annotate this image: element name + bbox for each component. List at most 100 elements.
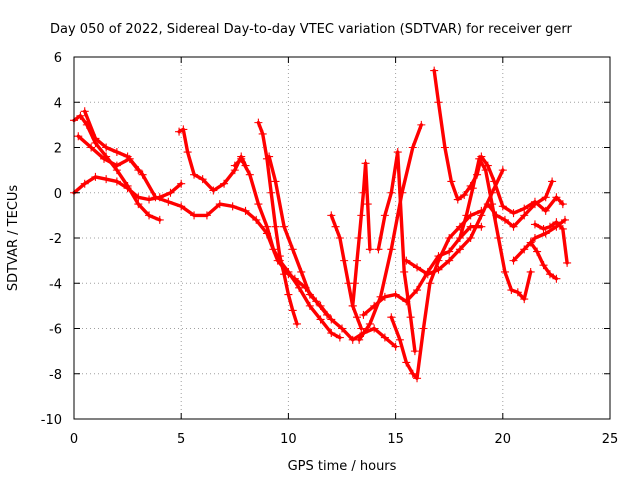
data-point xyxy=(215,200,224,209)
series-line-s4 xyxy=(82,109,141,172)
data-point xyxy=(530,234,539,242)
data-point xyxy=(220,179,229,188)
data-point xyxy=(331,222,340,231)
data-point xyxy=(400,267,409,276)
data-point xyxy=(335,333,344,342)
x-tick-label: 25 xyxy=(602,432,619,447)
data-point xyxy=(145,195,154,204)
data-point xyxy=(295,283,304,292)
data-point xyxy=(183,148,192,157)
data-point xyxy=(558,200,567,209)
data-point xyxy=(134,166,143,175)
data-point xyxy=(370,324,379,333)
series-line-s8 xyxy=(267,154,398,349)
series-line-s20 xyxy=(529,240,559,281)
data-point xyxy=(526,238,535,247)
data-point xyxy=(402,358,411,367)
data-point xyxy=(271,222,280,231)
data-point xyxy=(166,188,175,197)
data-point xyxy=(408,143,417,152)
data-point xyxy=(87,143,96,152)
data-point xyxy=(155,215,164,224)
data-point xyxy=(533,247,542,256)
data-point xyxy=(445,234,454,242)
data-point xyxy=(123,152,132,161)
series-line-s17 xyxy=(458,157,533,301)
data-point xyxy=(288,245,297,254)
data-point xyxy=(284,290,293,299)
data-point xyxy=(425,279,434,288)
data-point xyxy=(455,245,464,254)
chart-title: Day 050 of 2022, Sidereal Day-to-day VTE… xyxy=(50,22,572,37)
data-point xyxy=(552,193,561,202)
data-point xyxy=(350,279,359,288)
data-point xyxy=(477,211,486,220)
data-point xyxy=(112,177,121,186)
y-tick-label: -4 xyxy=(49,277,62,292)
data-point xyxy=(530,220,539,229)
data-point xyxy=(460,191,469,200)
data-point xyxy=(357,211,366,220)
data-point xyxy=(498,202,507,211)
data-point xyxy=(563,258,572,267)
data-point xyxy=(413,263,422,272)
data-point xyxy=(545,222,554,231)
data-point xyxy=(138,170,147,179)
data-point xyxy=(430,66,439,75)
data-point xyxy=(434,256,443,265)
data-point xyxy=(380,211,389,220)
data-point xyxy=(327,211,336,220)
data-point xyxy=(391,342,400,351)
data-point xyxy=(76,111,85,120)
series-line-s5 xyxy=(177,127,248,193)
data-point xyxy=(91,172,100,181)
y-axis-label: SDTVAR / TECUs xyxy=(6,185,21,292)
data-point xyxy=(434,265,443,274)
data-point xyxy=(490,177,499,186)
y-tick-label: 2 xyxy=(54,142,62,157)
data-point xyxy=(541,193,550,202)
data-point xyxy=(468,184,477,193)
data-point xyxy=(359,188,368,197)
data-point xyxy=(91,134,100,143)
data-point xyxy=(520,204,529,213)
y-axis-ticks: 6 4 2 0 -2 -4 -6 -8 -10 xyxy=(41,51,610,428)
data-point xyxy=(348,301,357,310)
data-point xyxy=(365,319,374,328)
data-point xyxy=(560,215,569,224)
data-point xyxy=(80,179,89,188)
data-point xyxy=(500,215,509,224)
data-point xyxy=(327,329,336,338)
data-point xyxy=(316,315,325,324)
x-tick-label: 10 xyxy=(280,432,297,447)
data-point xyxy=(275,252,284,261)
data-point xyxy=(305,290,314,299)
data-point xyxy=(316,301,325,310)
x-tick-label: 20 xyxy=(495,432,512,447)
data-point xyxy=(292,319,301,328)
data-point xyxy=(305,301,314,310)
data-point xyxy=(445,247,454,256)
data-point xyxy=(509,209,518,218)
data-point xyxy=(466,234,475,242)
data-point xyxy=(245,170,254,179)
data-point xyxy=(520,295,529,304)
x-axis-label: GPS time / hours xyxy=(288,459,397,474)
data-point xyxy=(387,245,396,254)
data-point xyxy=(453,195,462,204)
data-point xyxy=(447,177,456,186)
data-point xyxy=(481,166,490,175)
data-point xyxy=(198,175,207,184)
x-tick-label: 5 xyxy=(177,432,185,447)
data-point xyxy=(475,154,484,163)
data-point xyxy=(202,211,211,220)
data-point xyxy=(520,211,529,220)
data-point xyxy=(254,118,263,127)
data-point xyxy=(164,197,173,206)
data-point xyxy=(288,306,297,315)
x-tick-label: 0 xyxy=(70,432,78,447)
data-point xyxy=(539,261,548,270)
data-point xyxy=(455,234,464,242)
data-point xyxy=(353,313,362,322)
data-point xyxy=(284,267,293,276)
